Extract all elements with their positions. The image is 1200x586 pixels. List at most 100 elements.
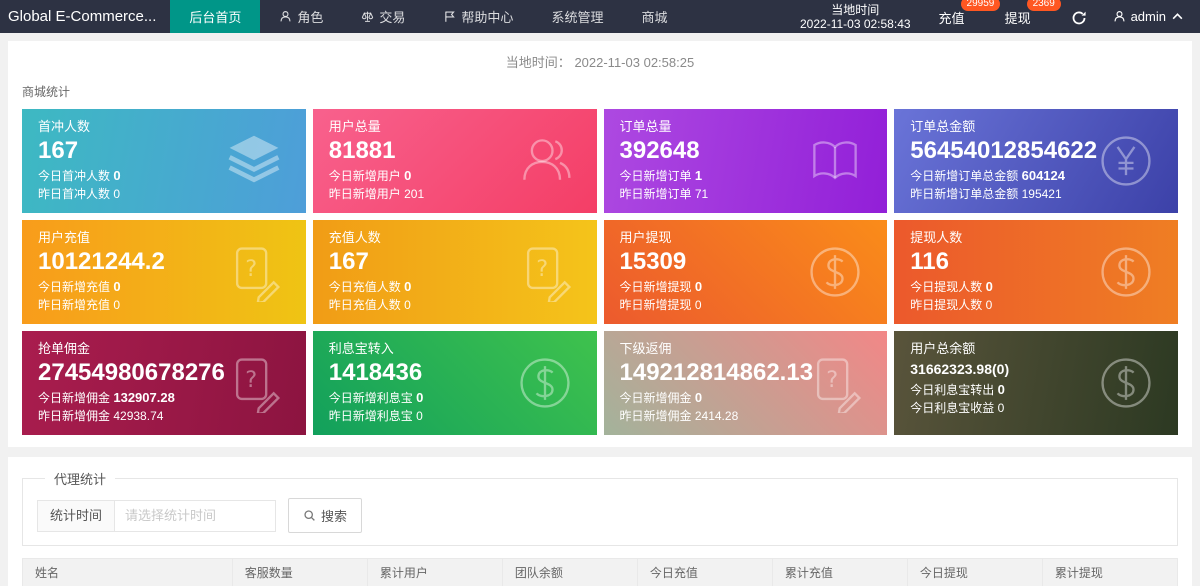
navbar-menu-item[interactable]: 商城 xyxy=(622,0,686,33)
card-value: 31662323.98(0) xyxy=(910,361,1010,377)
withdraw-badge[interactable]: 2369 xyxy=(1026,0,1061,11)
stat-cards-grid: 首冲人数 167 今日首冲人数 0 昨日首冲人数 0 用户总量 81881 今日… xyxy=(22,109,1178,435)
card-today-line: 今日利息宝转出 0 xyxy=(910,382,1005,397)
users-icon xyxy=(515,131,575,191)
agent-legend: 代理统计 xyxy=(54,472,107,487)
card-today-line: 今日新增利息宝 0 xyxy=(328,390,424,405)
withdraw-link[interactable]: 提现 2369 xyxy=(1005,0,1071,27)
stat-card: 下级返佣 149212814862.13 今日新增佣金 0 昨日新增佣金 241… xyxy=(603,331,888,435)
stat-card: 用户提现 15309 今日新增提现 0 昨日新增提现 0 xyxy=(603,220,888,324)
card-yesterday-line: 昨日新增利息宝 0 xyxy=(328,409,423,423)
card-title: 用户总余额 xyxy=(910,341,976,356)
doc-edit-icon xyxy=(224,353,284,413)
card-today-line: 今日新增佣金 0 xyxy=(619,390,703,405)
card-value: 56454012854622 xyxy=(910,137,1098,164)
card-yesterday-line: 昨日充值人数 0 xyxy=(328,298,411,312)
column-header: 累计提现 xyxy=(1041,558,1179,586)
stat-card: 用户充值 10121244.2 今日新增充值 0 昨日新增充值 0 xyxy=(22,220,306,324)
card-title: 下级返佣 xyxy=(619,341,672,356)
card-yesterday-line: 今日利息宝收益 0 xyxy=(910,401,1005,415)
navbar-menu-item[interactable]: 交易 xyxy=(342,0,424,33)
doc-edit-icon xyxy=(224,242,284,302)
card-yesterday-line: 昨日新增佣金 2414.28 xyxy=(619,409,739,423)
card-title: 提现人数 xyxy=(910,230,963,245)
card-value: 1418436 xyxy=(328,359,423,386)
search-icon xyxy=(303,509,316,522)
stat-time-label: 统计时间 xyxy=(37,499,116,532)
stat-card: 订单总量 392648 今日新增订单 1 昨日新增订单 71 xyxy=(603,109,888,213)
navbar-menu-item[interactable]: 后台首页 xyxy=(170,0,261,33)
search-button[interactable]: 搜索 xyxy=(288,498,363,533)
menu-item-label: 交易 xyxy=(379,10,406,25)
agent-table-head: 姓名 客服数量 累计用户 团队余额 今日充值 累计充值 今日提现 累计提现 xyxy=(22,558,1179,586)
card-yesterday-line: 昨日新增订单 71 xyxy=(619,187,709,201)
card-today-line: 今日新增订单 1 xyxy=(619,168,703,183)
card-value: 81881 xyxy=(328,137,396,164)
navbar-menu-item[interactable]: 帮助中心 xyxy=(424,0,532,33)
stats-panel: 当地时间： 2022-11-03 02:58:25 商城统计 首冲人数 167 … xyxy=(8,41,1192,447)
stat-card: 充值人数 167 今日充值人数 0 昨日充值人数 0 xyxy=(312,220,597,324)
content-local-time: 当地时间： 2022-11-03 02:58:25 xyxy=(22,43,1178,81)
stat-card: 订单总金额 56454012854622 今日新增订单总金额 604124 昨日… xyxy=(894,109,1178,213)
card-yesterday-line: 昨日新增佣金 42938.74 xyxy=(38,409,164,423)
top-navbar: Global E-Commerce... 后台首页 角色 交易 帮助中心 系统管… xyxy=(0,0,1200,33)
recharge-link[interactable]: 充值 29959 xyxy=(938,0,1005,27)
stat-card: 用户总量 81881 今日新增用户 0 昨日新增用户 201 xyxy=(312,109,597,213)
navbar-menu-item[interactable]: 系统管理 xyxy=(532,0,622,33)
dollar-circle-icon xyxy=(805,242,865,302)
column-header: 累计充值 xyxy=(771,558,908,586)
agent-fieldset: 代理统计 统计时间 搜索 xyxy=(22,469,1178,546)
scale-icon xyxy=(361,10,374,23)
card-yesterday-line: 昨日新增充值 0 xyxy=(38,298,121,312)
card-value: 27454980678276 xyxy=(38,359,225,386)
card-yesterday-line: 昨日新增提现 0 xyxy=(619,298,702,312)
content-time-label: 当地时间： xyxy=(505,55,571,70)
card-title: 首冲人数 xyxy=(38,119,91,134)
page-body: 当地时间： 2022-11-03 02:58:25 商城统计 首冲人数 167 … xyxy=(0,33,1200,586)
search-button-label: 搜索 xyxy=(321,509,348,524)
stat-card: 用户总余额 31662323.98(0) 今日利息宝转出 0 今日利息宝收益 0 xyxy=(894,331,1178,435)
stat-time-input[interactable] xyxy=(114,499,277,532)
card-title: 抢单佣金 xyxy=(38,341,91,356)
card-yesterday-line: 昨日新增用户 201 xyxy=(328,187,425,201)
dollar-circle-icon xyxy=(515,353,575,413)
card-yesterday-line: 昨日提现人数 0 xyxy=(910,298,993,312)
card-title: 充值人数 xyxy=(328,230,381,245)
card-today-line: 今日新增提现 0 xyxy=(619,279,703,294)
local-time-value: 2022-11-03 02:58:43 xyxy=(800,16,911,31)
recharge-label: 充值 xyxy=(938,11,965,26)
recharge-badge[interactable]: 29959 xyxy=(960,0,1001,11)
card-value: 167 xyxy=(328,248,369,275)
column-header: 团队余额 xyxy=(501,558,638,586)
column-header: 姓名 xyxy=(22,558,233,586)
card-title: 用户充值 xyxy=(38,230,91,245)
stat-card: 提现人数 116 今日提现人数 0 昨日提现人数 0 xyxy=(894,220,1178,324)
card-title: 利息宝转入 xyxy=(328,341,394,356)
menu-item-label: 系统管理 xyxy=(551,10,604,25)
navbar-menu-item[interactable]: 角色 xyxy=(260,0,342,33)
flag-icon xyxy=(443,10,456,23)
column-header: 今日提现 xyxy=(906,558,1043,586)
agent-panel: 代理统计 统计时间 搜索 姓名客服数量累计用户团队余额今日充值累计充值今日提现累… xyxy=(8,457,1192,586)
content-time-value: 2022-11-03 02:58:25 xyxy=(574,55,695,70)
stat-card: 首冲人数 167 今日首冲人数 0 昨日首冲人数 0 xyxy=(22,109,306,213)
layers-icon xyxy=(224,131,284,191)
admin-menu[interactable]: admin xyxy=(1113,9,1184,24)
card-today-line: 今日新增用户 0 xyxy=(328,168,412,183)
stats-title: 商城统计 xyxy=(22,85,71,99)
navbar-right: 当地时间 2022-11-03 02:58:43 充值 29959 提现 236… xyxy=(800,0,1200,33)
refresh-icon[interactable] xyxy=(1071,10,1087,26)
card-title: 用户提现 xyxy=(619,230,672,245)
menu-item-label: 角色 xyxy=(297,10,324,25)
local-time-label: 当地时间 xyxy=(831,2,880,17)
card-yesterday-line: 昨日新增订单总金额 195421 xyxy=(910,187,1062,201)
book-icon xyxy=(805,131,865,191)
card-value: 392648 xyxy=(619,137,700,164)
doc-edit-icon xyxy=(515,242,575,302)
column-header: 今日充值 xyxy=(636,558,773,586)
menu-item-label: 商城 xyxy=(641,10,668,25)
brand-title: Global E-Commerce... xyxy=(8,8,157,25)
stat-card: 利息宝转入 1418436 今日新增利息宝 0 昨日新增利息宝 0 xyxy=(312,331,597,435)
column-header: 累计用户 xyxy=(366,558,503,586)
